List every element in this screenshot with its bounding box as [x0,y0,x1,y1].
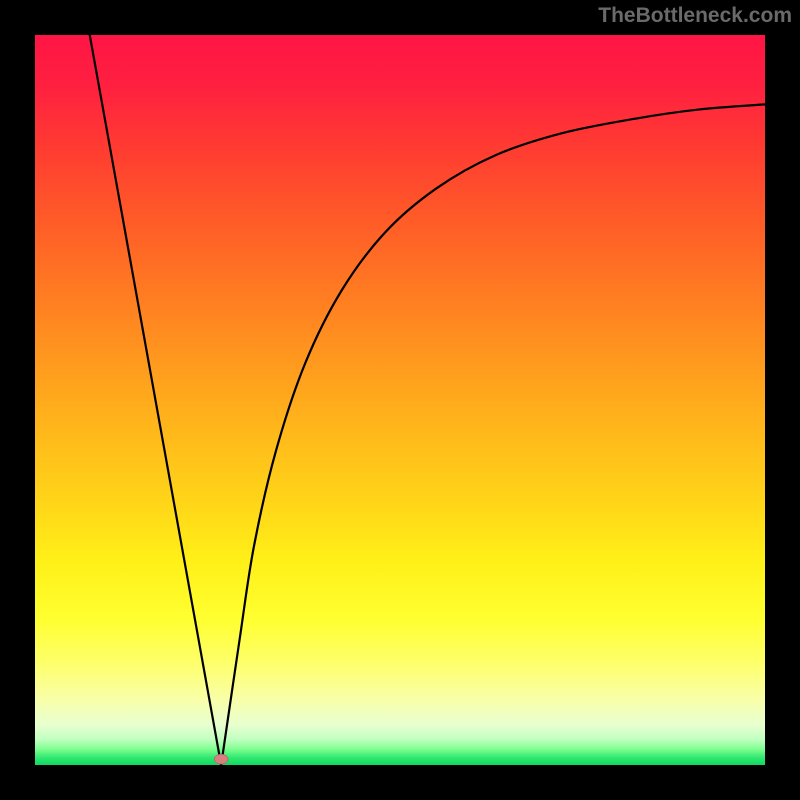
minimum-marker [214,754,228,764]
plot-background [35,35,765,765]
watermark-text: TheBottleneck.com [598,4,792,28]
chart-container: TheBottleneck.com [0,0,800,800]
plot-area [35,35,765,765]
